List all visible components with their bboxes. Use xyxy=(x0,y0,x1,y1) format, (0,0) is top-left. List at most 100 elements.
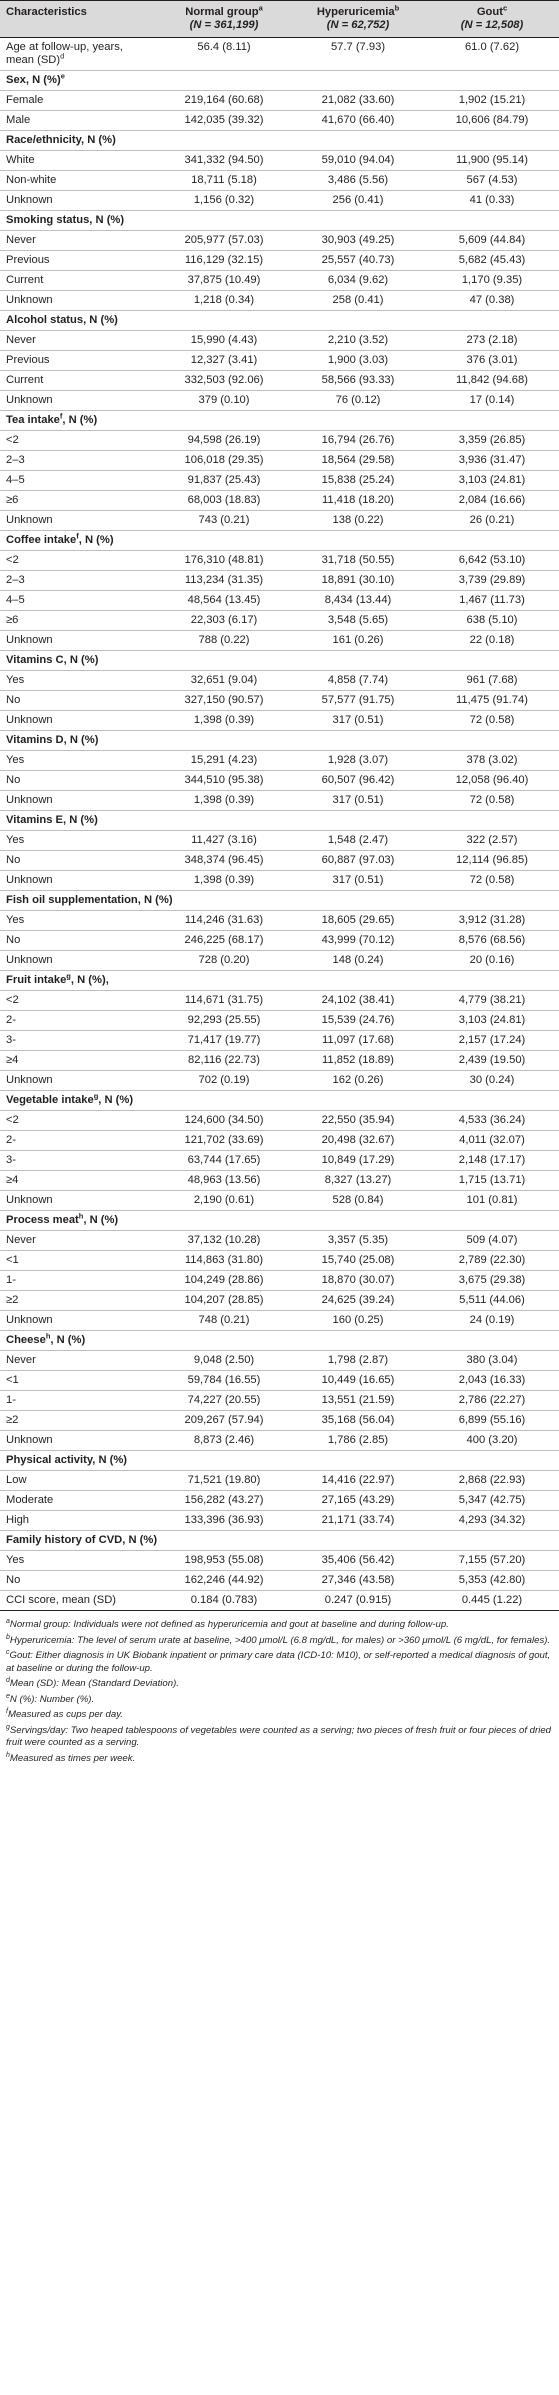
cell-hyperuricemia: 60,507 (96.42) xyxy=(321,774,395,786)
cell-hyperuricemia: 30,903 (49.25) xyxy=(321,234,395,246)
cell-gout: 376 (3.01) xyxy=(466,354,518,366)
cell-hyperuricemia: 3,548 (5.65) xyxy=(327,614,389,626)
cell-normal-group: 71,521 (19.80) xyxy=(187,1474,261,1486)
table-row: Unknown 2,190 (0.61) 528 (0.84) 101 (0.81) xyxy=(0,1190,559,1211)
cell-gout: 3,103 (24.81) xyxy=(458,1014,526,1026)
cell-normal-group: 9,048 (2.50) xyxy=(193,1354,255,1366)
section-header-row: Vitamins D, N (%) xyxy=(0,730,559,751)
cell-hyperuricemia: 27,165 (43.29) xyxy=(321,1494,395,1506)
cell-hyperuricemia: 20,498 (32.67) xyxy=(321,1134,395,1146)
cell-normal-group: 63,744 (17.65) xyxy=(187,1154,261,1166)
row-label: No xyxy=(6,774,21,786)
cell-hyperuricemia: 3,486 (5.56) xyxy=(327,174,389,186)
row-label: 3- xyxy=(6,1154,16,1166)
cell-hyperuricemia: 13,551 (21.59) xyxy=(321,1394,395,1406)
row-label: ≥6 xyxy=(6,614,19,626)
footnote: bHyperuricemia: The level of serum urate… xyxy=(6,1633,551,1646)
cell-normal-group: 205,977 (57.03) xyxy=(184,234,264,246)
cell-hyperuricemia: 160 (0.25) xyxy=(332,1314,384,1326)
cell-hyperuricemia: 138 (0.22) xyxy=(332,514,384,526)
row-label: 3- xyxy=(6,1034,16,1046)
cell-gout: 22 (0.18) xyxy=(469,634,515,646)
cell-gout: 12,058 (96.40) xyxy=(455,774,529,786)
cell-hyperuricemia: 59,010 (94.04) xyxy=(321,154,395,166)
cell-normal-group: 94,598 (26.19) xyxy=(187,434,261,446)
cell-hyperuricemia: 161 (0.26) xyxy=(332,634,384,646)
cell-normal-group: 198,953 (55.08) xyxy=(184,1554,264,1566)
cell-hyperuricemia: 24,102 (38.41) xyxy=(321,994,395,1006)
table-row: Unknown 743 (0.21) 138 (0.22) 26 (0.21) xyxy=(0,510,559,531)
section-header-row: Cheeseh, N (%) xyxy=(0,1330,559,1351)
row-label: Yes xyxy=(6,674,25,686)
section-label: Vitamins D, N (%) xyxy=(6,734,99,746)
table-row: Low 71,521 (19.80) 14,416 (22.97) 2,868 (22… xyxy=(0,1470,559,1491)
row-label: Yes xyxy=(6,834,25,846)
table-row: Unknown 379 (0.10) 76 (0.12) 17 (0.14) xyxy=(0,390,559,411)
table-row: ≥4 48,963 (13.56) 8,327 (13.27) 1,715 (13.7… xyxy=(0,1170,559,1191)
table-row: 3- 71,417 (19.77) 11,097 (17.68) 2,157 (17.… xyxy=(0,1030,559,1051)
row-label: ≥4 xyxy=(6,1054,19,1066)
row-label: ≥2 xyxy=(6,1414,19,1426)
section-header-row: Smoking status, N (%) xyxy=(0,210,559,231)
cell-hyperuricemia: 317 (0.51) xyxy=(332,874,384,886)
cell-gout: 7,155 (57.20) xyxy=(458,1554,526,1566)
row-label: Unknown xyxy=(6,514,53,526)
cell-hyperuricemia: 35,406 (56.42) xyxy=(321,1554,395,1566)
footnote: hMeasured as times per week. xyxy=(6,1751,136,1764)
cell-normal-group: 114,863 (31.80) xyxy=(184,1254,264,1266)
section-header-row: Coffee intakef, N (%) xyxy=(0,530,559,551)
row-label: Unknown xyxy=(6,294,53,306)
cell-gout: 12,114 (96.85) xyxy=(456,854,528,866)
section-header-row: Vitamins E, N (%) xyxy=(0,810,559,831)
cell-gout: 2,786 (22.27) xyxy=(458,1394,526,1406)
section-header-row: Race/ethnicity, N (%) xyxy=(0,130,559,151)
cell-normal-group: 379 (0.10) xyxy=(198,394,250,406)
cell-hyperuricemia: 317 (0.51) xyxy=(332,794,384,806)
header-gout: Goutc (N = 12,508) xyxy=(425,0,559,38)
cell-normal-group: 1,398 (0.39) xyxy=(193,714,255,726)
row-label: No xyxy=(6,694,21,706)
cell-gout: 2,439 (19.50) xyxy=(458,1054,526,1066)
cell-gout: 11,900 (95.14) xyxy=(456,154,528,166)
cell-normal-group: 1,398 (0.39) xyxy=(193,794,255,806)
cell-hyperuricemia: 11,418 (18.20) xyxy=(322,494,394,506)
row-label: Never xyxy=(6,334,36,346)
table-row: <2 114,671 (31.75) 24,102 (38.41) 4,779 (38… xyxy=(0,990,559,1011)
section-label: Coffee intakef, N (%) xyxy=(6,531,114,546)
table-row: Unknown 702 (0.19) 162 (0.26) 30 (0.24) xyxy=(0,1070,559,1091)
cell-normal-group: 1,218 (0.34) xyxy=(193,294,255,306)
cell-normal-group: 15,990 (4.43) xyxy=(190,334,258,346)
section-label: Alcohol status, N (%) xyxy=(6,314,118,326)
section-header-row: Tea intakef, N (%) xyxy=(0,410,559,431)
section-label: Race/ethnicity, N (%) xyxy=(6,134,116,146)
row-label: Unknown xyxy=(6,194,53,206)
cell-gout: 567 (4.53) xyxy=(466,174,518,186)
cell-gout: 4,293 (34.32) xyxy=(458,1514,526,1526)
row-label: ≥4 xyxy=(6,1174,19,1186)
table-row: Current 332,503 (92.06) 58,566 (93.33) 11,8… xyxy=(0,370,559,391)
cell-gout: 961 (7.68) xyxy=(466,674,518,686)
cell-hyperuricemia: 25,557 (40.73) xyxy=(321,254,395,266)
cell-hyperuricemia: 35,168 (56.04) xyxy=(321,1414,395,1426)
row-label: Unknown xyxy=(6,1434,53,1446)
row-label: 1- xyxy=(6,1274,16,1286)
cell-normal-group: 104,207 (28.85) xyxy=(184,1294,264,1306)
cell-hyperuricemia: 18,564 (29.58) xyxy=(321,454,395,466)
cell-normal-group: 743 (0.21) xyxy=(198,514,250,526)
cell-hyperuricemia: 6,034 (9.62) xyxy=(327,274,389,286)
cell-hyperuricemia: 41,670 (66.40) xyxy=(321,114,395,126)
cell-hyperuricemia: 24,625 (39.24) xyxy=(321,1294,395,1306)
section-label: Vegetable intakeg, N (%) xyxy=(6,1091,134,1106)
section-label: Vitamins C, N (%) xyxy=(6,654,99,666)
table-footnotes: aNormal group: Individuals were not defi… xyxy=(6,1618,554,1768)
table-row: Previous 116,129 (32.15) 25,557 (40.73) 5,6… xyxy=(0,250,559,271)
table-row: No 344,510 (95.38) 60,507 (96.42) 12,058 (9… xyxy=(0,770,559,791)
cell-normal-group: 332,503 (92.06) xyxy=(184,374,264,386)
cell-normal-group: 344,510 (95.38) xyxy=(184,774,264,786)
table-row: Unknown 1,156 (0.32) 256 (0.41) 41 (0.33) xyxy=(0,190,559,211)
table-row: Yes 15,291 (4.23) 1,928 (3.07) 378 (3.02) xyxy=(0,750,559,771)
row-label: 2–3 xyxy=(6,454,25,466)
table-row: Female 219,164 (60.68) 21,082 (33.60) 1,902… xyxy=(0,90,559,111)
cell-hyperuricemia: 8,327 (13.27) xyxy=(324,1174,392,1186)
row-label: <1 xyxy=(6,1374,19,1386)
